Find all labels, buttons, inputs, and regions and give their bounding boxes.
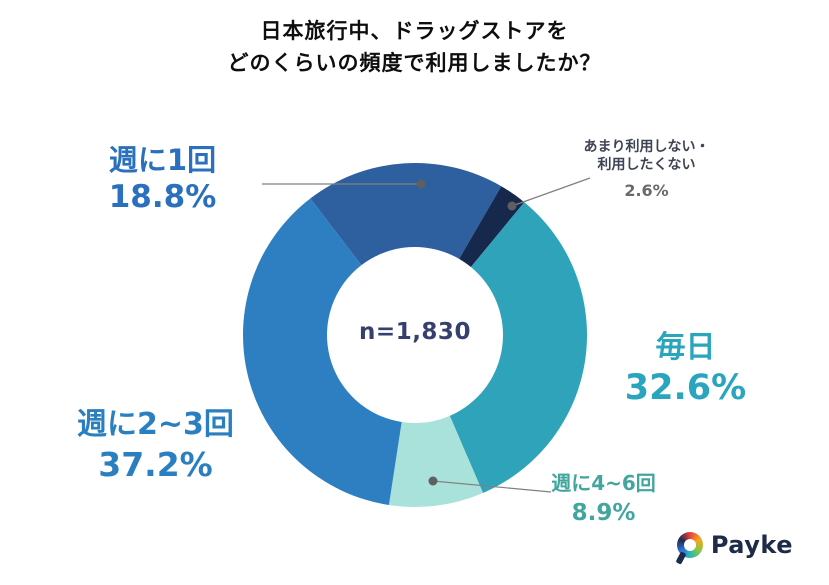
chart-title-line2: どのくらいの頻度で利用しましたか？ [227, 50, 602, 75]
segment-name-line2: 利用したくない [597, 156, 696, 173]
leader-line-weekly-4-6 [432, 480, 552, 493]
segment-name-line1: あまり利用しない・ [583, 139, 710, 155]
leader-dot-weekly-1 [416, 179, 426, 189]
segment-label-weekly-4-6: 週に4~6回 8.9% [516, 471, 691, 528]
segment-label-weekly-1: 週に1回 18.8% [50, 142, 275, 217]
chart-title-line1: 日本旅行中、ドラッグストアを [260, 19, 569, 43]
chart-title: 日本旅行中、ドラッグストアを どのくらいの頻度で利用しましたか？ [0, 16, 829, 79]
segment-name: 週に1回 [108, 143, 217, 177]
payke-logo-icon [675, 532, 703, 565]
segment-label-everyday: 毎日 32.6% [588, 329, 783, 410]
donut-segment-weekly-4-6 [388, 415, 484, 507]
segment-name: 毎日 [655, 330, 716, 365]
donut-segments [242, 162, 588, 507]
segment-label-weekly-2-3: 週に2~3回 37.2% [28, 406, 283, 485]
leader-dot-rarely [507, 201, 517, 211]
leader-dot-weekly-4-6 [428, 476, 438, 486]
segment-percentage: 37.2% [98, 444, 213, 484]
payke-logo: Payke [675, 531, 793, 565]
segment-label-rarely: あまり利用しない・ 利用したくない 2.6% [554, 139, 739, 201]
leader-line-rarely [511, 177, 591, 207]
segment-percentage: 32.6% [624, 367, 747, 408]
segment-percentage: 2.6% [624, 181, 669, 200]
payke-logo-text: Payke [710, 531, 793, 559]
sample-size-label: n=1,830 [359, 319, 471, 345]
donut-segment-everyday [449, 202, 588, 493]
segment-name: 週に2~3回 [77, 407, 234, 442]
leader-lines [262, 177, 591, 493]
segment-percentage: 18.8% [108, 179, 217, 216]
segment-name: 週に4~6回 [551, 471, 656, 495]
donut-segment-weekly-1 [310, 162, 502, 266]
donut-segment-weekly-2-3 [242, 198, 402, 506]
segment-percentage: 8.9% [571, 500, 636, 526]
